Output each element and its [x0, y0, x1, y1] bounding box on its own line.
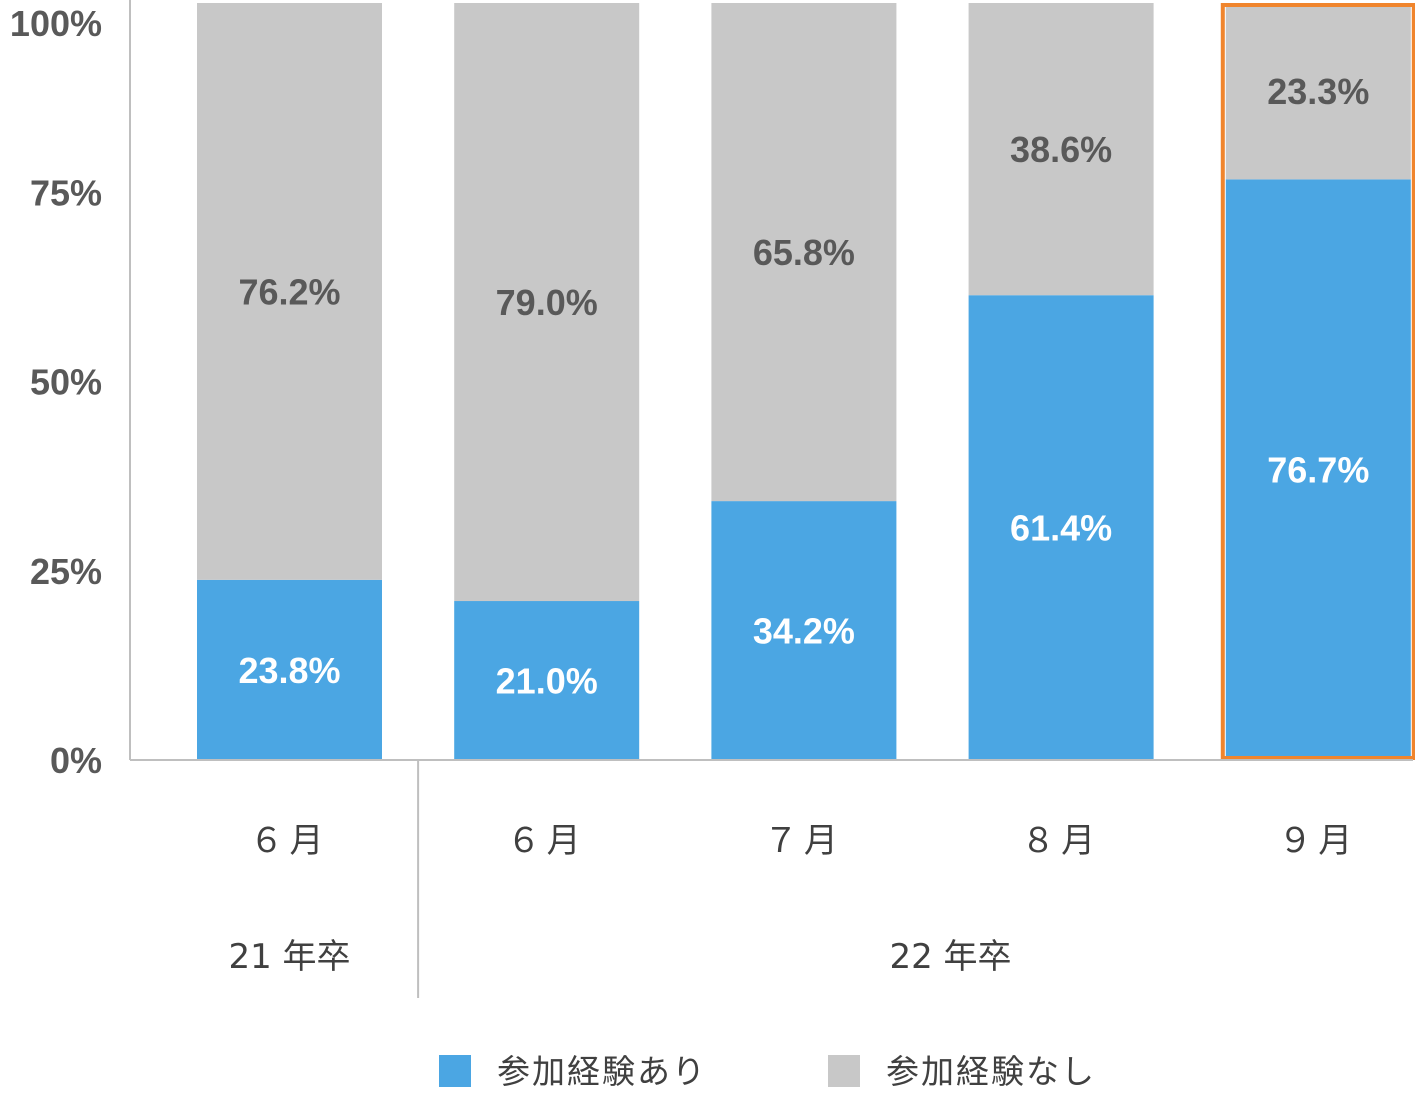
legend-swatch: [828, 1055, 860, 1087]
legend: 参加経験あり 参加経験なし: [439, 1052, 1096, 1091]
y-tick-label: 75%: [30, 172, 102, 213]
bar-segment-with-experience: [711, 501, 897, 760]
group-label: 22 年卒: [889, 937, 1011, 977]
group-label: 21 年卒: [228, 937, 350, 977]
data-label: 79.0%: [496, 282, 598, 323]
bar-segment-without-experience: [711, 3, 897, 502]
x-category-label: ７月: [764, 821, 844, 861]
x-category-label: ９月: [1278, 821, 1358, 861]
bar-segment-without-experience: [454, 3, 640, 602]
bar-segment-without-experience: [968, 3, 1154, 296]
legend-label: 参加経験なし: [886, 1052, 1096, 1091]
data-label: 21.0%: [496, 661, 598, 702]
y-axis: 0% 25% 50% 75% 100%: [10, 0, 131, 781]
y-tick-label: 100%: [10, 3, 102, 44]
bar-segment-with-experience: [1225, 179, 1411, 761]
highlight-box: [1220, 3, 1415, 760]
bar-segment-without-experience: [1225, 3, 1411, 180]
data-label: 23.3%: [1267, 71, 1369, 112]
data-label: 76.7%: [1267, 450, 1369, 491]
legend-swatch: [439, 1055, 471, 1087]
data-label: 38.6%: [1010, 129, 1112, 170]
y-tick-label: 50%: [30, 362, 102, 403]
x-category-label: ６月: [507, 821, 587, 861]
bars: 23.8% 76.2% 21.0% 79.0% 34.2% 65.8% 61.4% 38.6%…: [197, 3, 1415, 761]
data-label: 76.2%: [238, 271, 340, 312]
data-label: 34.2%: [753, 611, 855, 652]
data-label: 61.4%: [1010, 508, 1112, 549]
x-axis: ６月 ６月 ７月 ８月 ９月 21 年卒 22 年卒: [130, 759, 1413, 998]
data-label: 23.8%: [238, 650, 340, 691]
bar-segment-with-experience: [197, 579, 382, 760]
x-category-label: ８月: [1021, 821, 1101, 861]
bar-segment-with-experience: [454, 601, 640, 760]
bar-segment-with-experience: [968, 295, 1154, 760]
legend-label: 参加経験あり: [497, 1052, 707, 1091]
x-category-label: ６月: [250, 821, 330, 861]
bar-segment-without-experience: [197, 3, 382, 580]
y-tick-label: 0%: [50, 740, 102, 781]
y-tick-label: 25%: [30, 551, 102, 592]
data-label: 65.8%: [753, 232, 855, 273]
